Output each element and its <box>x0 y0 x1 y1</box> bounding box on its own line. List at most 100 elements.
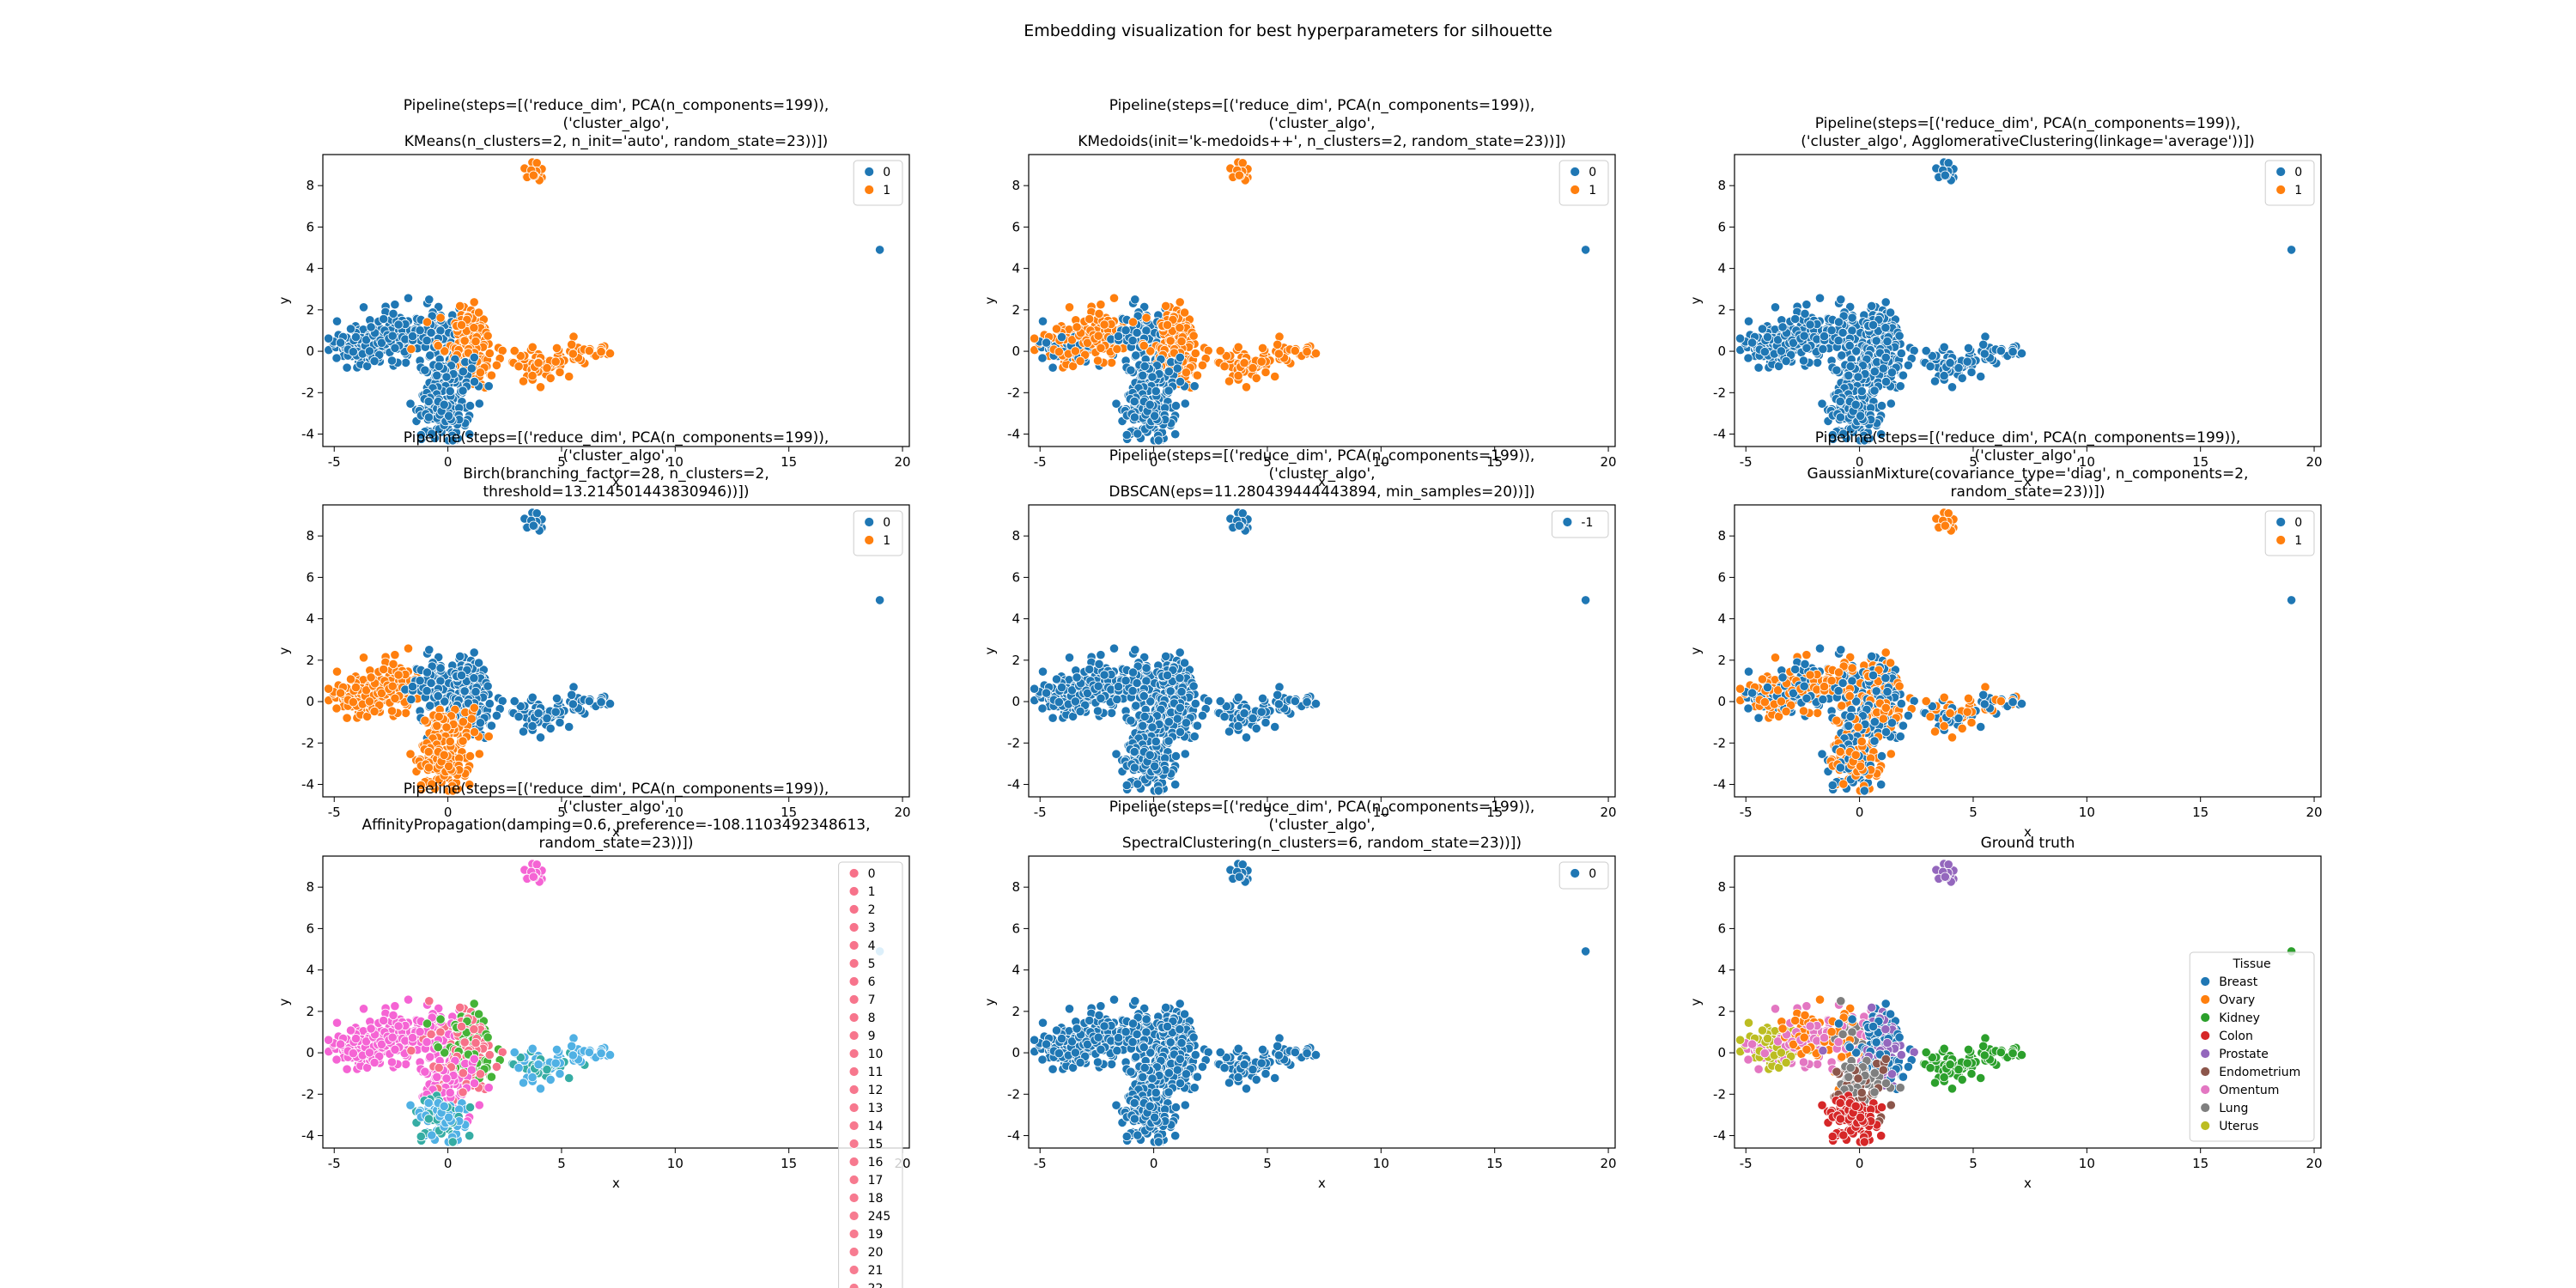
data-point <box>1781 706 1791 717</box>
y-tick-label: 2 <box>1012 302 1020 318</box>
y-tick-label: -2 <box>1007 735 1020 750</box>
legend-marker <box>1570 167 1581 177</box>
figure-title: Embedding visualization for best hyperpa… <box>1024 21 1552 40</box>
data-point <box>484 348 495 359</box>
data-point <box>1054 697 1064 708</box>
data-point <box>1996 696 2006 707</box>
data-point <box>483 681 493 691</box>
data-point <box>1753 713 1764 723</box>
data-point <box>1886 658 1896 668</box>
data-point <box>1813 708 1823 719</box>
data-point <box>1129 762 1140 773</box>
data-point <box>426 327 436 338</box>
data-point <box>1798 355 1809 366</box>
data-point <box>527 692 538 702</box>
data-point <box>1112 694 1122 705</box>
data-point <box>1947 732 1958 743</box>
data-point <box>1844 340 1855 351</box>
data-point <box>1832 365 1842 375</box>
data-point <box>567 690 577 700</box>
legend: 01 <box>2264 510 2315 556</box>
data-point <box>1176 686 1187 697</box>
data-point <box>1175 647 1185 658</box>
data-point <box>1966 367 1977 378</box>
data-point <box>1261 367 1271 378</box>
data-point <box>1302 346 1312 357</box>
data-point <box>1836 295 1846 305</box>
data-point <box>1130 295 1140 305</box>
data-point <box>433 690 443 702</box>
legend-label: 0 <box>883 166 890 179</box>
data-point <box>1075 706 1085 717</box>
data-point <box>1939 720 1949 732</box>
data-point <box>1197 360 1208 370</box>
y-tick-label: -4 <box>301 777 314 793</box>
data-point <box>1153 435 1163 446</box>
y-axis-label: y <box>276 647 292 654</box>
data-point <box>1111 398 1121 409</box>
data-point <box>1814 293 1826 303</box>
x-tick-label: 20 <box>895 454 911 470</box>
data-point <box>423 762 434 773</box>
subplot-title-line: threshold=13.214501443830946))]) <box>483 483 749 501</box>
data-point <box>1880 647 1891 658</box>
data-point <box>432 720 442 731</box>
data-point <box>874 245 885 255</box>
data-point <box>1127 317 1139 327</box>
data-point <box>1847 676 1857 686</box>
legend: 01 <box>853 160 903 206</box>
data-point <box>1818 694 1828 705</box>
data-point <box>1190 348 1200 359</box>
data-point <box>1837 350 1847 361</box>
y-tick-label: 6 <box>306 569 314 585</box>
data-point <box>345 324 356 334</box>
data-point <box>1939 692 1949 702</box>
data-point <box>1248 713 1258 724</box>
data-point <box>1237 158 1248 168</box>
y-tick-label: 6 <box>1012 219 1020 234</box>
data-point <box>2287 245 2297 255</box>
data-point <box>1980 331 1990 342</box>
data-point <box>323 333 334 343</box>
y-tick-label: -4 <box>1713 427 1726 442</box>
data-point <box>1940 520 1950 531</box>
data-point <box>1094 659 1104 670</box>
data-point <box>1215 696 1225 707</box>
data-point <box>1817 749 1827 759</box>
data-point <box>1819 331 1830 342</box>
data-point <box>1880 297 1891 307</box>
data-point <box>458 367 468 377</box>
data-point <box>1753 362 1764 373</box>
data-point <box>1093 331 1103 341</box>
x-tick-label: 20 <box>2306 454 2323 470</box>
data-point <box>469 647 479 658</box>
data-point <box>1871 336 1881 346</box>
data-point <box>1147 372 1157 382</box>
data-point <box>550 707 561 717</box>
y-tick-label: 2 <box>1012 653 1020 668</box>
data-point <box>1859 786 1869 796</box>
data-point <box>1953 362 1964 374</box>
data-point <box>425 701 435 711</box>
data-point <box>1181 718 1192 728</box>
data-point <box>445 386 455 397</box>
data-point <box>393 670 404 680</box>
data-point <box>1170 750 1182 762</box>
data-point <box>1180 398 1190 409</box>
subplot-title-line: Pipeline(steps=[('reduce_dim', PCA(n_com… <box>1109 447 1535 465</box>
data-point <box>1188 331 1199 341</box>
data-point <box>1747 688 1758 698</box>
data-point <box>1141 676 1151 686</box>
subplot-title-line: ('cluster_algo', <box>562 447 669 465</box>
data-point <box>1976 371 1986 382</box>
y-tick-label: 0 <box>1012 694 1020 709</box>
data-point <box>406 343 416 355</box>
data-point <box>1270 721 1280 732</box>
data-point <box>1141 663 1151 673</box>
data-point <box>1833 335 1844 346</box>
data-point <box>1880 376 1892 387</box>
subplot-title-line: ('cluster_algo', <box>562 115 669 132</box>
data-point <box>379 664 389 675</box>
data-point <box>1853 372 1863 382</box>
